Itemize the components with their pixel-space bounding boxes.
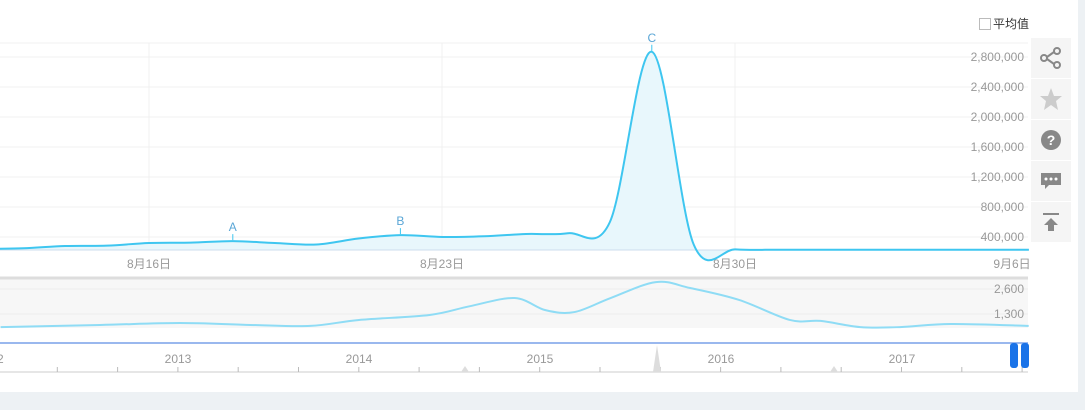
y-tick-label: 1,200,000: [971, 170, 1025, 184]
range-handle[interactable]: [1010, 343, 1018, 368]
series-line: [0, 50, 1029, 262]
back-to-top-button[interactable]: [1031, 202, 1071, 243]
comment-icon: [1041, 173, 1061, 189]
timeline-year-label: 2014: [346, 352, 373, 366]
average-label: 平均值: [993, 17, 1030, 31]
x-tick-label: 8月16日: [127, 257, 171, 271]
share-button[interactable]: [1031, 38, 1071, 79]
toolbar: ?: [1031, 38, 1071, 243]
overview-y-tick: 1,300: [994, 307, 1024, 321]
y-tick-label: 800,000: [981, 200, 1025, 214]
event-marker: [830, 366, 838, 372]
overview-y-tick: 2,600: [994, 282, 1024, 296]
y-tick-label: 2,800,000: [971, 50, 1025, 64]
help-icon: ?: [1041, 130, 1061, 150]
overview-line: [0, 280, 1029, 329]
x-tick-label: 8月23日: [420, 257, 464, 271]
x-tick-label: 9月6日: [993, 257, 1030, 271]
annotation-label: A: [229, 220, 237, 234]
timeline-year-label: 2015: [527, 352, 554, 366]
timeline-year-label: 2016: [708, 352, 735, 366]
average-checkbox[interactable]: [979, 17, 991, 30]
timeline-year-label: 2013: [165, 352, 192, 366]
timeline-year-label: 2017: [889, 352, 916, 366]
help-button[interactable]: ?: [1031, 120, 1071, 161]
y-tick-label: 400,000: [981, 230, 1025, 244]
event-marker: [653, 345, 661, 372]
favorite-button[interactable]: [1031, 79, 1071, 120]
back-to-top-icon: [1043, 213, 1059, 231]
y-tick-label: 2,400,000: [971, 80, 1025, 94]
average-toggle[interactable]: 平均值: [979, 15, 1029, 32]
annotation-label: C: [647, 31, 656, 45]
range-handle[interactable]: [1021, 343, 1029, 368]
comment-button[interactable]: [1031, 161, 1071, 202]
y-tick-label: 2,000,000: [971, 110, 1025, 124]
share-icon: [1040, 47, 1061, 69]
star-icon: [1040, 88, 1062, 110]
annotation-label: B: [396, 214, 404, 228]
svg-text:?: ?: [1047, 132, 1056, 148]
x-tick-label: 8月30日: [713, 257, 757, 271]
y-tick-label: 1,600,000: [971, 140, 1025, 154]
event-marker: [461, 366, 469, 372]
chart-card: 平均值 400,000 800,000 1,200,000 1,600,000 2,00…: [0, 0, 1078, 392]
timeline-year-label: 12: [0, 352, 4, 366]
overview-area: [0, 278, 1028, 328]
trend-chart: 400,000 800,000 1,200,000 1,600,000 2,000,00…: [0, 31, 1031, 373]
